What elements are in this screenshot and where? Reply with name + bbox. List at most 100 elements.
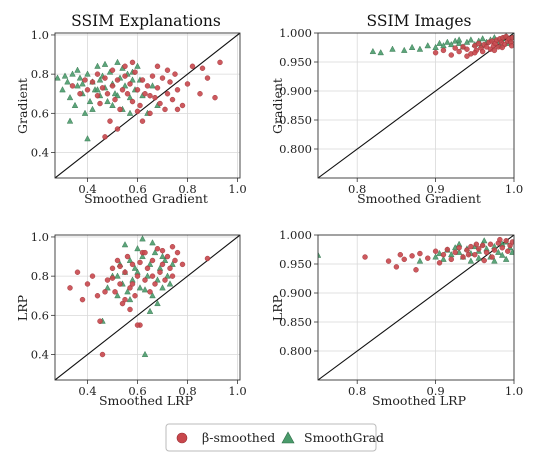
point-beta-smoothed	[152, 281, 158, 287]
point-beta-smoothed	[508, 43, 514, 49]
point-beta-smoothed	[460, 44, 466, 50]
point-smoothgrad	[455, 39, 463, 46]
point-beta-smoothed	[204, 75, 211, 81]
point-smoothgrad	[149, 292, 156, 299]
point-beta-smoothed	[134, 273, 141, 279]
point-smoothgrad	[467, 257, 475, 264]
point-beta-smoothed	[464, 247, 470, 253]
point-beta-smoothed	[139, 77, 146, 83]
x-axis-label: Smoothed LRP	[99, 393, 193, 408]
y-tick-label: 0.8	[31, 269, 49, 283]
point-beta-smoothed	[444, 246, 451, 253]
point-smoothgrad	[440, 255, 447, 262]
point-smoothgrad	[114, 272, 121, 279]
point-beta-smoothed	[417, 250, 423, 257]
identity-line	[55, 33, 240, 178]
point-smoothgrad	[416, 257, 424, 264]
point-beta-smoothed	[503, 238, 509, 244]
point-beta-smoothed	[452, 45, 458, 51]
point-smoothgrad	[109, 101, 116, 108]
point-beta-smoothed	[127, 306, 133, 313]
point-beta-smoothed	[184, 81, 191, 87]
point-smoothgrad	[79, 80, 86, 87]
point-beta-smoothed	[129, 59, 136, 66]
y-tick-label: 0.800	[279, 344, 312, 358]
point-beta-smoothed	[149, 73, 156, 79]
x-tick-label: 1.0	[228, 182, 246, 196]
point-beta-smoothed	[94, 93, 101, 99]
point-smoothgrad	[444, 38, 451, 45]
point-smoothgrad	[81, 109, 89, 116]
y-axis-label: LRP	[15, 295, 30, 321]
point-beta-smoothed	[139, 118, 146, 124]
point-beta-smoothed	[162, 106, 168, 113]
point-smoothgrad	[424, 42, 431, 49]
y-tick-label: 0.900	[279, 286, 312, 300]
point-beta-smoothed	[169, 273, 176, 279]
point-beta-smoothed	[122, 73, 128, 79]
point-beta-smoothed	[497, 236, 503, 243]
point-beta-smoothed	[142, 91, 148, 97]
point-beta-smoothed	[456, 48, 462, 55]
point-smoothgrad	[491, 257, 498, 264]
point-beta-smoothed	[491, 247, 498, 253]
y-tick-label: 1.000	[279, 228, 312, 242]
point-smoothgrad	[66, 117, 74, 124]
legend-label-beta-smoothed: β-smoothed	[202, 430, 275, 445]
point-smoothgrad	[59, 86, 66, 93]
point-beta-smoothed	[109, 265, 116, 272]
y-tick-label: 0.850	[279, 315, 312, 329]
y-tick-label: 0.900	[279, 84, 312, 98]
point-beta-smoothed	[89, 79, 96, 85]
point-beta-smoothed	[162, 277, 168, 283]
point-beta-smoothed	[79, 296, 86, 303]
point-beta-smoothed	[397, 252, 404, 258]
point-beta-smoothed	[117, 106, 123, 113]
point-smoothgrad	[146, 260, 154, 267]
x-tick-label: 1.0	[505, 182, 523, 196]
point-beta-smoothed	[129, 261, 136, 268]
y-tick-label: 0.800	[279, 142, 312, 156]
point-beta-smoothed	[122, 269, 128, 275]
point-beta-smoothed	[99, 351, 106, 358]
identity-line	[55, 235, 240, 380]
point-smoothgrad	[61, 72, 69, 79]
point-beta-smoothed	[476, 246, 482, 252]
point-beta-smoothed	[479, 242, 486, 249]
point-beta-smoothed	[154, 85, 161, 91]
point-smoothgrad	[149, 239, 156, 246]
point-beta-smoothed	[172, 257, 178, 264]
point-beta-smoothed	[127, 285, 133, 291]
axes-frame	[54, 234, 241, 381]
point-beta-smoothed	[102, 289, 108, 295]
point-beta-smoothed	[89, 273, 96, 279]
plot-area: 0.8 0.9 1.0 0.800 0.850 0.900 0.950 1.000	[279, 228, 523, 398]
x-tick-label: 0.8	[348, 182, 366, 196]
point-beta-smoothed	[137, 259, 143, 266]
y-tick-label: 0.6	[31, 308, 49, 322]
point-smoothgrad	[416, 45, 424, 52]
point-smoothgrad	[84, 135, 91, 142]
point-beta-smoothed	[401, 256, 407, 263]
point-beta-smoothed	[499, 44, 505, 51]
point-smoothgrad	[377, 49, 384, 56]
point-beta-smoothed	[393, 264, 400, 270]
point-beta-smoothed	[456, 245, 462, 251]
point-beta-smoothed	[174, 249, 181, 256]
point-smoothgrad	[114, 58, 121, 65]
point-beta-smoothed	[84, 87, 91, 93]
point-beta-smoothed	[464, 46, 470, 52]
point-smoothgrad	[101, 60, 109, 67]
point-beta-smoothed	[109, 67, 116, 73]
point-beta-smoothed	[164, 91, 171, 97]
point-beta-smoothed	[137, 102, 143, 109]
y-tick-label: 0.4	[31, 348, 49, 362]
y-tick-label: 1.000	[279, 26, 312, 40]
point-beta-smoothed	[159, 247, 166, 254]
point-beta-smoothed	[144, 83, 151, 89]
point-beta-smoothed	[154, 63, 161, 70]
point-beta-smoothed	[147, 93, 153, 99]
y-tick-label: 0.850	[279, 113, 312, 127]
point-smoothgrad	[480, 237, 488, 244]
point-smoothgrad	[76, 74, 84, 81]
